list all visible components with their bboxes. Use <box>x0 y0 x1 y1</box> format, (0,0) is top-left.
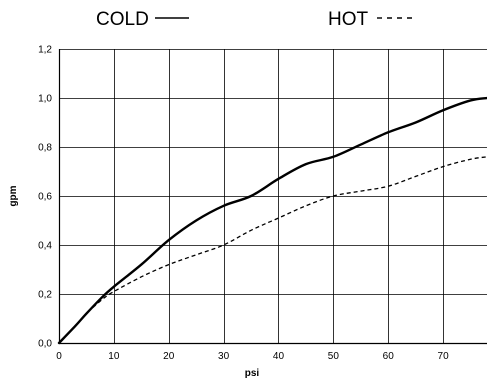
tick-labels: 0,0 0,2 0,4 0,6 0,8 1,0 1,2 0 10 20 30 40 50 60 70 <box>38 45 449 363</box>
series-line-cold <box>57 96 487 345</box>
x-tick-label: 40 <box>273 351 285 362</box>
legend-label-hot: HOT <box>328 9 369 30</box>
grid <box>58 49 487 345</box>
y-tick-label: 1,2 <box>38 45 52 56</box>
y-tick-label: 0,8 <box>38 143 52 154</box>
x-tick-label: 20 <box>163 351 175 362</box>
y-tick-label: 1,0 <box>38 94 52 105</box>
series-lines <box>57 96 487 345</box>
x-tick-label: 50 <box>328 351 340 362</box>
series-line-hot <box>58 156 487 344</box>
x-tick-label: 10 <box>108 351 120 362</box>
y-tick-label: 0,6 <box>38 192 52 203</box>
x-tick-label: 70 <box>438 351 450 362</box>
y-tick-label: 0,0 <box>38 339 52 350</box>
x-tick-label: 30 <box>218 351 230 362</box>
legend: COLD HOT <box>96 9 417 30</box>
y-tick-label: 0,2 <box>38 290 52 301</box>
x-tick-label: 60 <box>383 351 395 362</box>
y-tick-label: 0,4 <box>38 241 52 252</box>
legend-label-cold: COLD <box>96 9 149 30</box>
x-tick-label: 0 <box>56 351 62 362</box>
y-axis-title: gpm <box>8 185 19 206</box>
x-axis-title: psi <box>245 368 260 379</box>
